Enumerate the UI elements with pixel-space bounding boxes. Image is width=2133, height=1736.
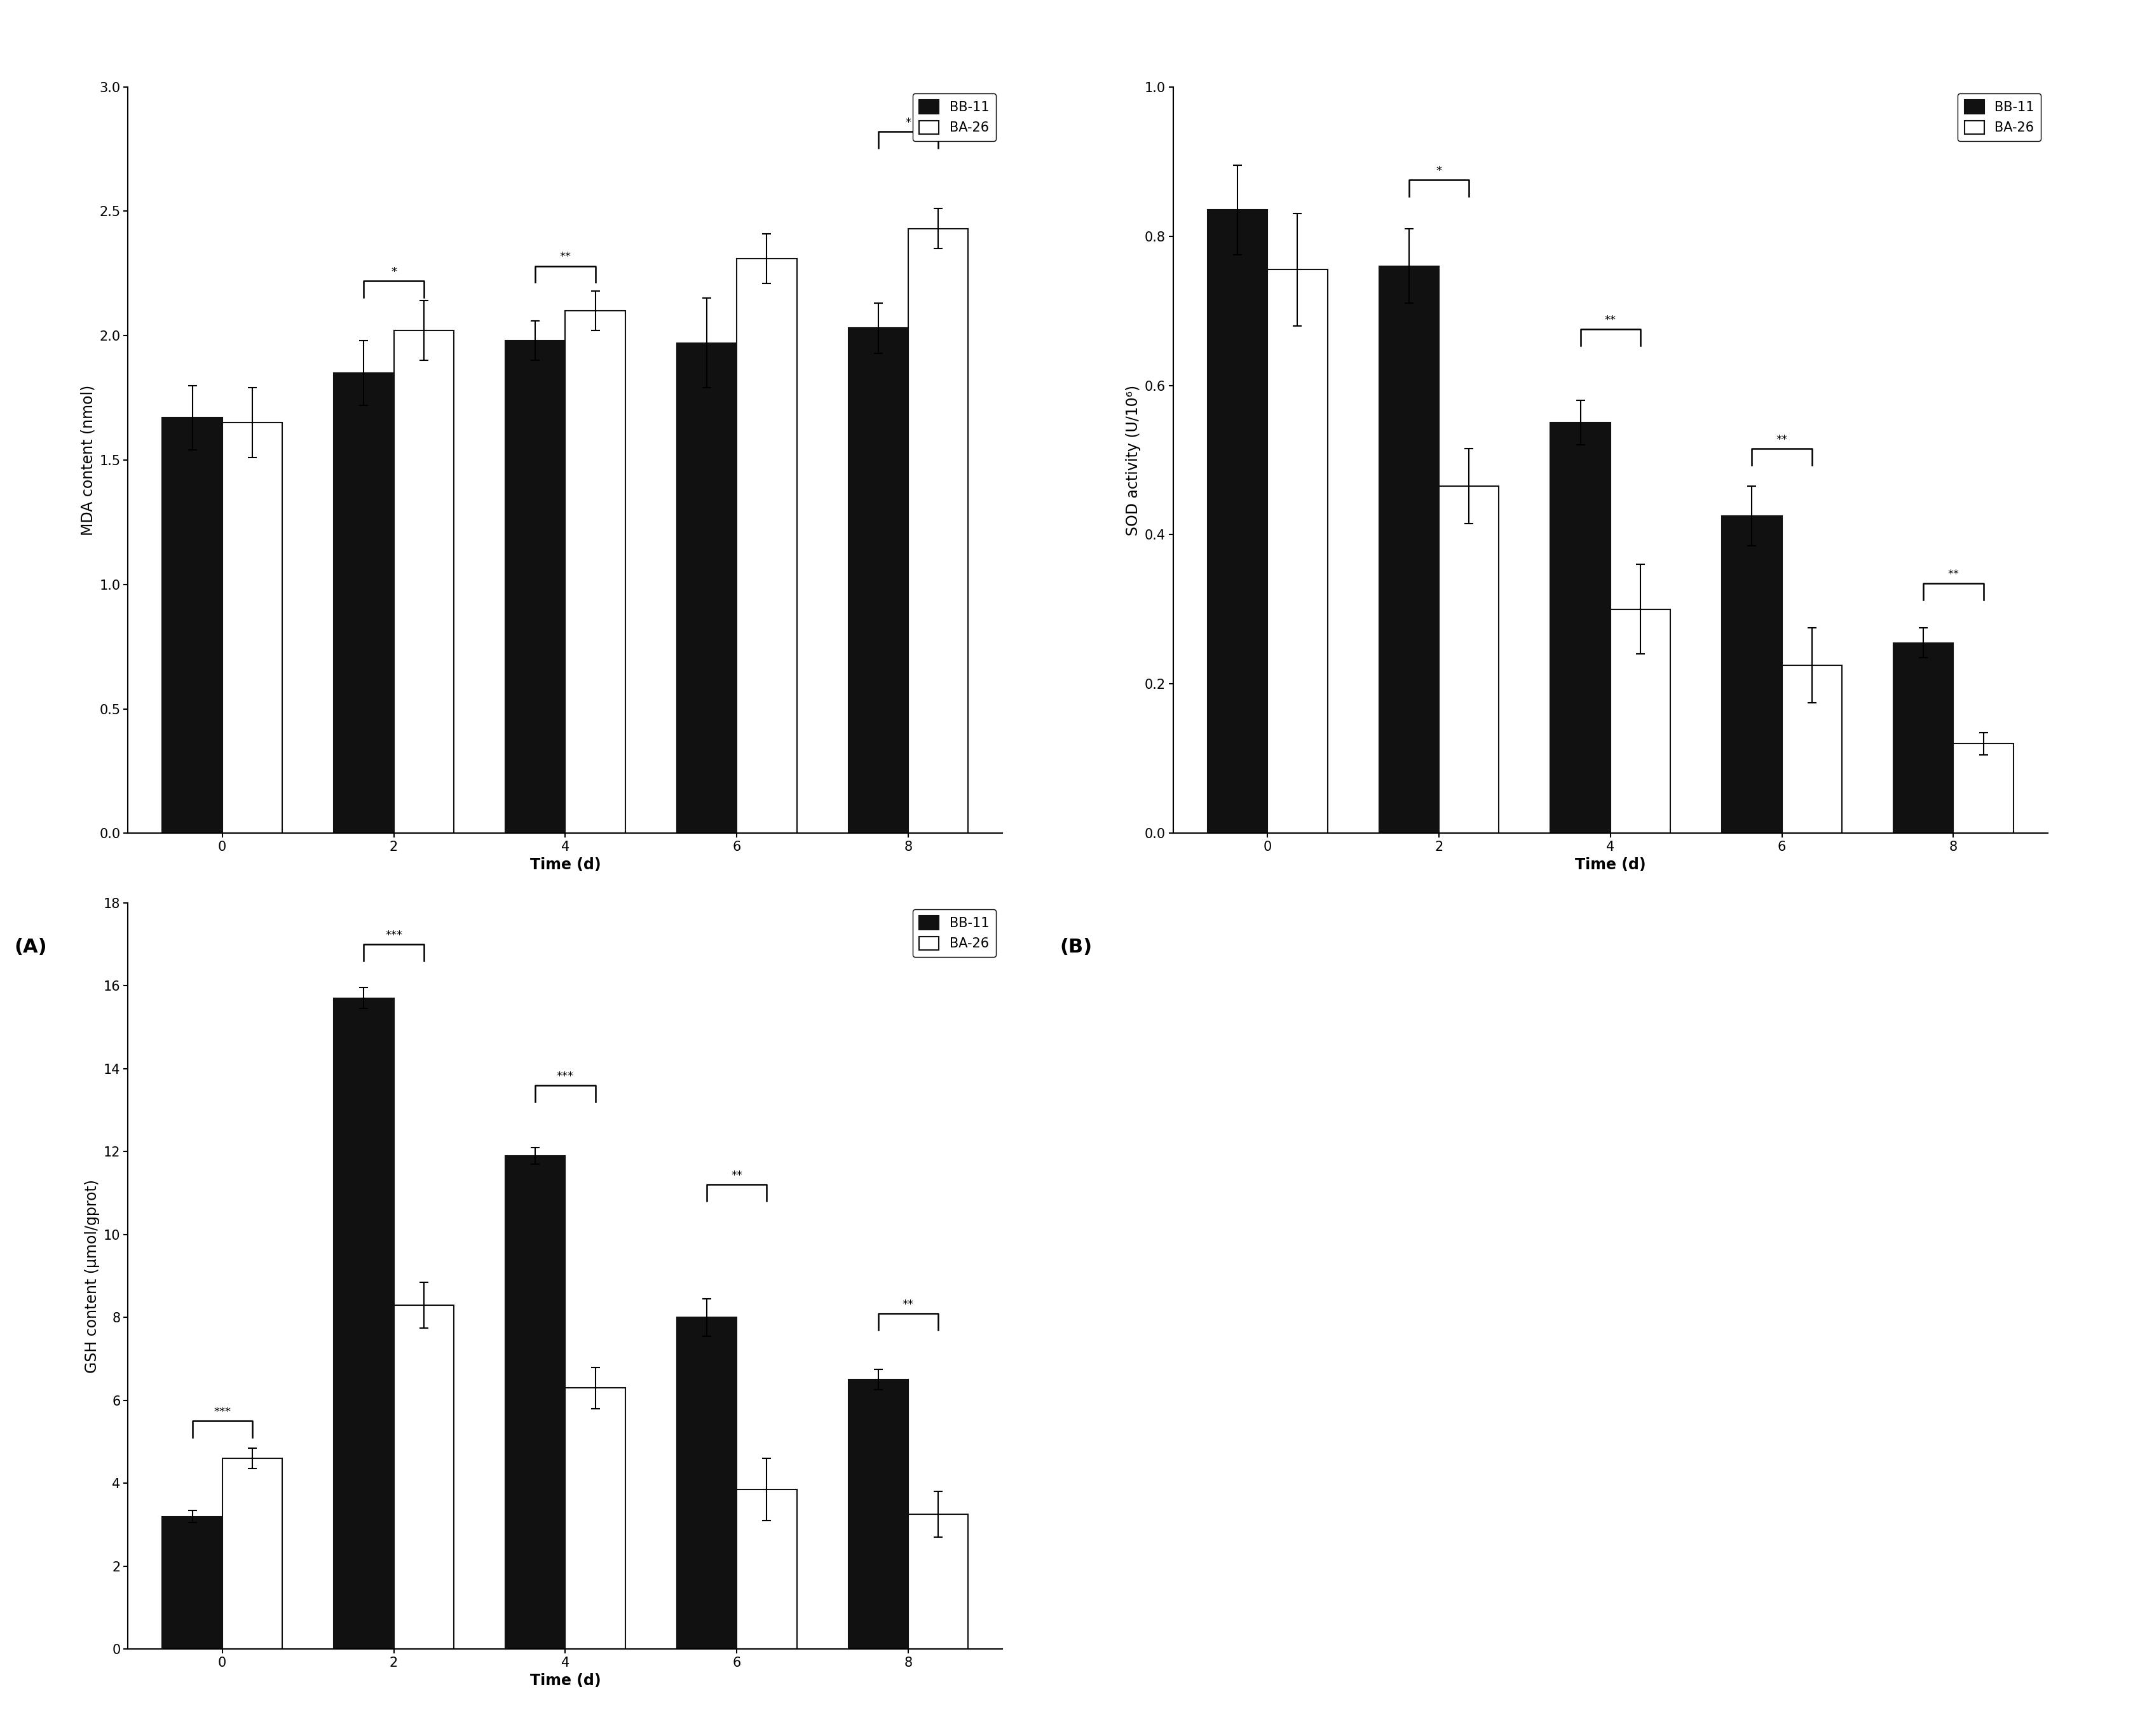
- Bar: [1267, 269, 1327, 833]
- Text: **: **: [1947, 568, 1958, 580]
- Legend: BB-11, BA-26: BB-11, BA-26: [913, 910, 996, 957]
- Text: **: **: [1777, 434, 1787, 446]
- Bar: [222, 1458, 282, 1649]
- Bar: [676, 344, 736, 833]
- Bar: [395, 330, 454, 833]
- Bar: [333, 373, 395, 833]
- Y-axis label: GSH content (μmol/gprot): GSH content (μmol/gprot): [85, 1179, 100, 1373]
- Bar: [333, 998, 395, 1649]
- Bar: [395, 1305, 454, 1649]
- Bar: [1610, 609, 1670, 833]
- Bar: [909, 229, 968, 833]
- Bar: [162, 418, 222, 833]
- Bar: [222, 424, 282, 833]
- Bar: [1207, 210, 1267, 833]
- Bar: [1954, 743, 2014, 833]
- Bar: [1440, 486, 1499, 833]
- Text: (B): (B): [1060, 937, 1092, 957]
- X-axis label: Time (d): Time (d): [529, 858, 602, 871]
- Legend: BB-11, BA-26: BB-11, BA-26: [913, 94, 996, 141]
- Bar: [1894, 642, 1954, 833]
- X-axis label: Time (d): Time (d): [1574, 858, 1647, 871]
- Text: ***: ***: [213, 1406, 230, 1418]
- Bar: [506, 340, 565, 833]
- Text: **: **: [1604, 314, 1617, 326]
- Text: (A): (A): [15, 937, 47, 957]
- Bar: [736, 1489, 798, 1649]
- Bar: [849, 328, 909, 833]
- Text: **: **: [902, 1299, 913, 1311]
- Bar: [162, 1517, 222, 1649]
- Bar: [1378, 266, 1440, 833]
- Y-axis label: MDA content (nmol): MDA content (nmol): [81, 385, 96, 535]
- Bar: [676, 1318, 736, 1649]
- Text: **: **: [559, 252, 572, 262]
- Text: ***: ***: [386, 929, 403, 941]
- Bar: [565, 1389, 625, 1649]
- Bar: [1721, 516, 1781, 833]
- Text: **: **: [732, 1170, 742, 1182]
- Text: ***: ***: [557, 1071, 574, 1082]
- Legend: BB-11, BA-26: BB-11, BA-26: [1958, 94, 2041, 141]
- Text: *: *: [1436, 165, 1442, 177]
- Text: *: *: [390, 266, 397, 278]
- Bar: [565, 311, 625, 833]
- Bar: [849, 1380, 909, 1649]
- Bar: [506, 1156, 565, 1649]
- Text: *: *: [904, 116, 911, 128]
- Bar: [1551, 422, 1610, 833]
- Bar: [736, 259, 798, 833]
- X-axis label: Time (d): Time (d): [529, 1674, 602, 1687]
- Bar: [909, 1514, 968, 1649]
- Bar: [1781, 665, 1843, 833]
- Y-axis label: SOD activity (U/10⁶): SOD activity (U/10⁶): [1126, 385, 1141, 535]
